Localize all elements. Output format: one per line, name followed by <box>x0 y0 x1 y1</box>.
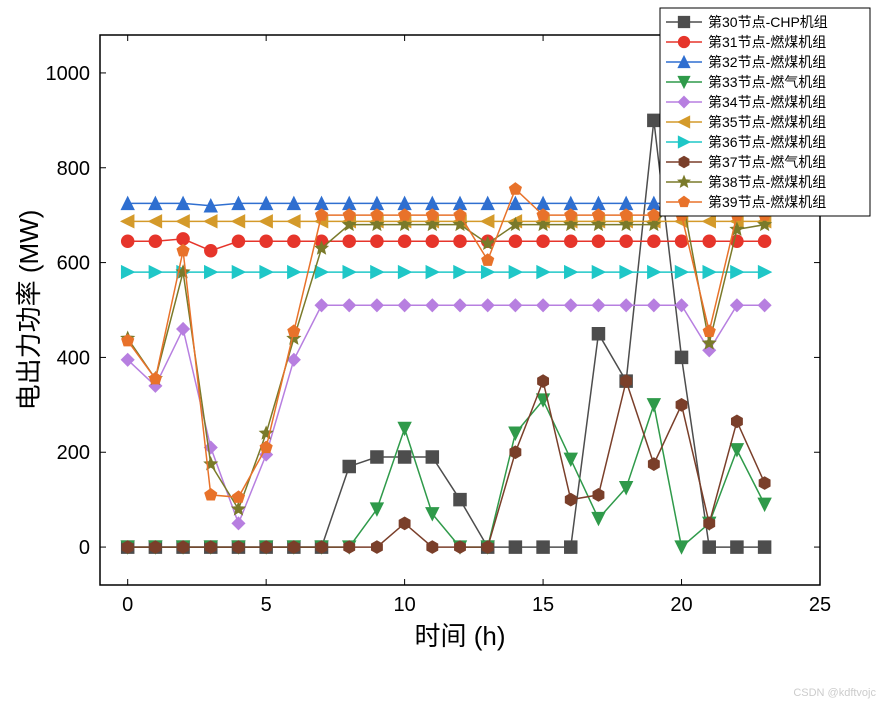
chart-container: 0 5 10 15 20 25 0 200 400 600 800 1000 时间 (h) 电出力功率 (… <box>0 0 884 705</box>
svg-text:第35节点-燃煤机组: 第35节点-燃煤机组 <box>708 114 826 130</box>
watermark: CSDN @kdftvojc <box>793 687 876 699</box>
svg-text:第38节点-燃煤机组: 第38节点-燃煤机组 <box>708 174 826 190</box>
svg-text:第39节点-燃煤机组: 第39节点-燃煤机组 <box>708 194 826 210</box>
svg-text:5: 5 <box>261 594 272 616</box>
chart-svg: 0 5 10 15 20 25 0 200 400 600 800 1000 时间 (h) 电出力功率 (… <box>0 0 884 705</box>
svg-text:15: 15 <box>532 594 554 616</box>
svg-text:0: 0 <box>79 537 90 559</box>
svg-text:20: 20 <box>670 594 692 616</box>
svg-text:电出力功率 (MW): 电出力功率 (MW) <box>14 210 44 411</box>
svg-text:第30节点-CHP机组: 第30节点-CHP机组 <box>708 14 828 30</box>
svg-text:400: 400 <box>57 347 90 369</box>
svg-text:10: 10 <box>393 594 415 616</box>
svg-text:第33节点-燃气机组: 第33节点-燃气机组 <box>708 74 826 90</box>
svg-text:1000: 1000 <box>46 63 91 85</box>
svg-text:0: 0 <box>122 594 133 616</box>
svg-text:时间 (h): 时间 (h) <box>414 621 505 651</box>
svg-text:800: 800 <box>57 158 90 180</box>
svg-text:600: 600 <box>57 253 90 275</box>
svg-text:第34节点-燃煤机组: 第34节点-燃煤机组 <box>708 94 826 110</box>
svg-text:200: 200 <box>57 442 90 464</box>
svg-text:第32节点-燃煤机组: 第32节点-燃煤机组 <box>708 54 826 70</box>
svg-text:25: 25 <box>809 594 831 616</box>
svg-text:第37节点-燃气机组: 第37节点-燃气机组 <box>708 154 826 170</box>
svg-text:第36节点-燃煤机组: 第36节点-燃煤机组 <box>708 134 826 150</box>
svg-text:第31节点-燃煤机组: 第31节点-燃煤机组 <box>708 34 826 50</box>
